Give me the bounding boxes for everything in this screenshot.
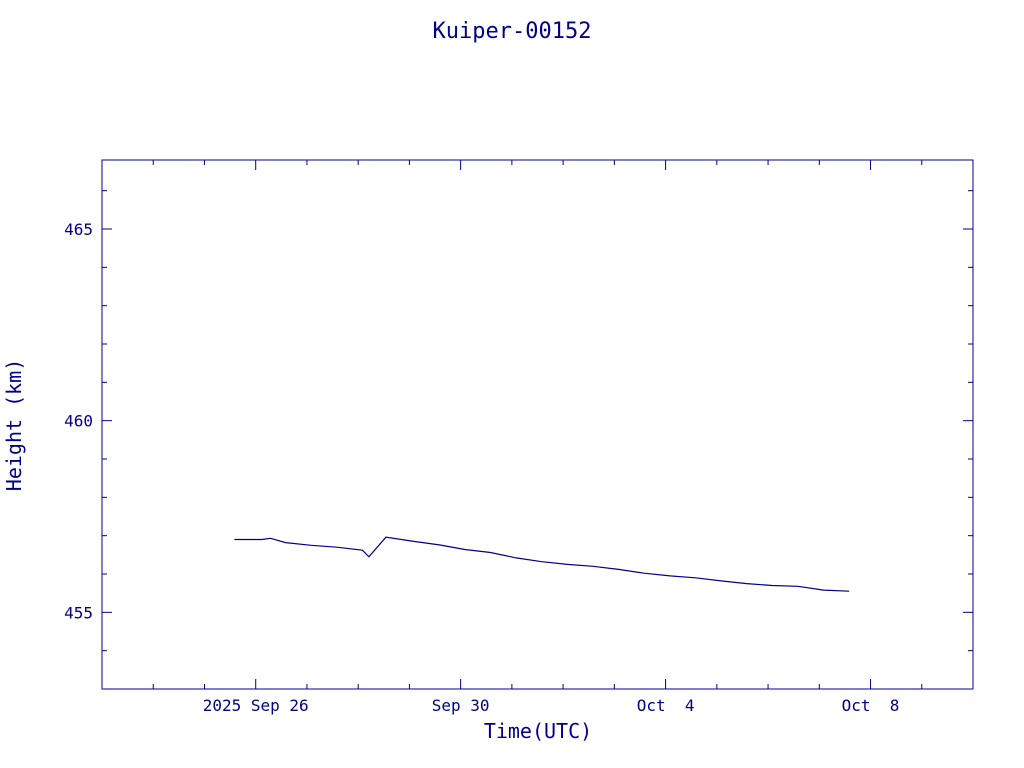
y-tick-label: 460 [64, 412, 93, 431]
x-tick-label: 2025 Sep 26 [203, 696, 309, 715]
y-tick-label: 455 [64, 603, 93, 622]
x-axis: 2025 Sep 26 Sep 30 Oct 4 Oct 8 [152, 160, 923, 715]
x-axis-title: Time(UTC) [484, 719, 592, 743]
y-axis: 455 460 465 [64, 190, 973, 690]
x-tick-label: Oct 4 [637, 696, 695, 715]
y-axis-title: Height (km) [2, 359, 26, 491]
x-tick-label: Oct 8 [842, 696, 900, 715]
chart-title: Kuiper-00152 [433, 19, 592, 44]
x-tick-label: Sep 30 [432, 696, 490, 715]
height-series-line [234, 536, 850, 592]
plot-frame [101, 159, 974, 690]
y-tick-label: 465 [64, 220, 93, 239]
